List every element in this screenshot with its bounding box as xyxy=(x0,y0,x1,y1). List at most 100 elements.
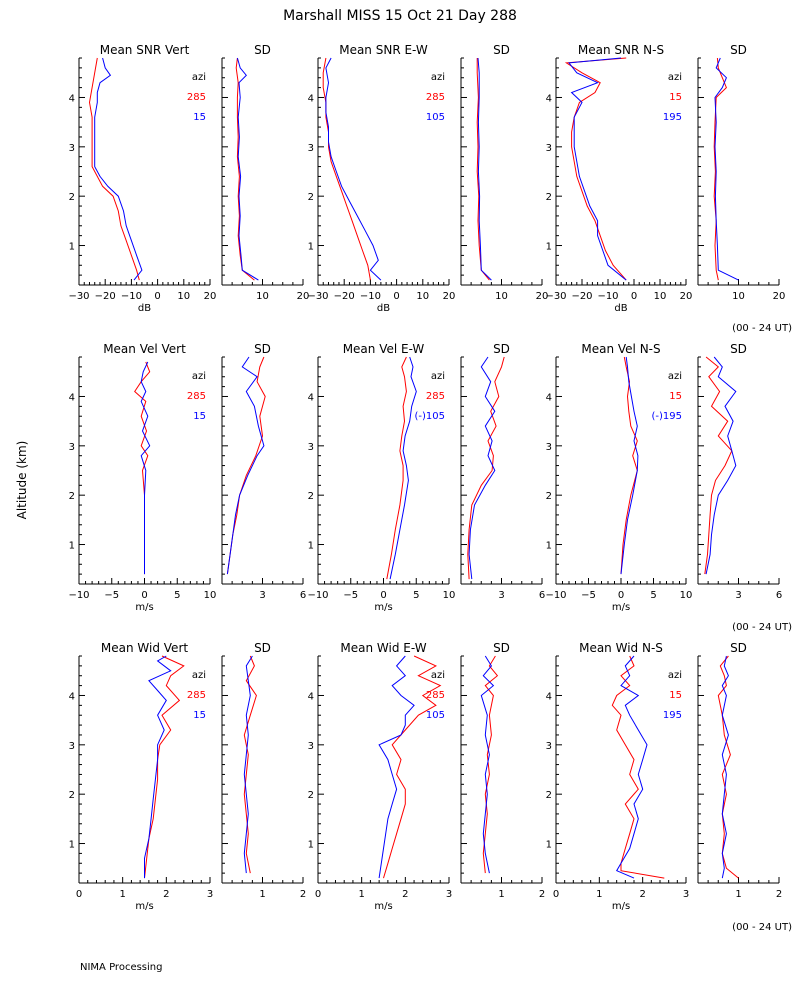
series-line xyxy=(482,655,499,874)
legend-head: azi xyxy=(431,371,445,382)
x-tick-label: −30 xyxy=(307,291,328,302)
panel: Mean SNR N-S 1 2 3 4 −30 −20 −10 0 10 20 dB azi 15 195 xyxy=(545,43,692,314)
series-line xyxy=(386,356,407,580)
x-tick-label: 0 xyxy=(76,889,82,900)
y-tick-label: 1 xyxy=(308,840,314,851)
y-tick-label: 4 xyxy=(546,392,552,403)
panel: Mean SNR E-W 1 2 3 4 −30 −20 −10 0 10 20 dB azi 285 10… xyxy=(307,43,455,314)
legend-head: azi xyxy=(668,371,682,382)
x-tick-label: 1 xyxy=(596,889,602,900)
legend-label: 15 xyxy=(669,690,682,701)
panel: SD 10 20 xyxy=(460,43,549,302)
series-line xyxy=(243,655,257,874)
panel: SD 3 6 xyxy=(221,342,306,601)
legend-label: 285 xyxy=(426,690,445,701)
legend-label: (-)105 xyxy=(415,411,446,422)
series-line xyxy=(389,356,417,580)
x-tick-label: 20 xyxy=(297,291,310,302)
x-tick-label: 10 xyxy=(443,590,456,601)
y-tick-label: 4 xyxy=(308,392,314,403)
x-tick-label: −20 xyxy=(334,291,355,302)
y-tick-label: 1 xyxy=(546,840,552,851)
panel: Mean Wid Vert 1 2 3 4 0 1 2 3 m/s azi 285 15 xyxy=(69,641,214,912)
series-line xyxy=(611,655,665,879)
legend-head: azi xyxy=(668,670,682,681)
x-tick-label: −10 xyxy=(68,590,89,601)
y-tick-label: 4 xyxy=(308,691,314,702)
panel-title: Mean Wid N-S xyxy=(579,641,663,655)
legend-head: azi xyxy=(192,72,206,83)
panel: Mean SNR Vert 1 2 3 4 −30 −20 −10 0 10 20 dB azi 285 1… xyxy=(68,43,216,314)
x-axis-label: dB xyxy=(138,303,151,314)
x-tick-label: −10 xyxy=(121,291,142,302)
y-axis-label: Altitude (km) xyxy=(15,441,29,520)
legend-label: 195 xyxy=(663,112,682,123)
y-tick-label: 3 xyxy=(69,143,75,154)
series-line xyxy=(94,57,143,281)
x-tick-label: 20 xyxy=(204,291,217,302)
legend-label: 285 xyxy=(426,391,445,402)
x-tick-label: 20 xyxy=(536,291,549,302)
ut-label: (00 - 24 UT) xyxy=(732,323,792,334)
x-tick-label: 6 xyxy=(539,590,545,601)
figure-title: Marshall MISS 15 Oct 21 Day 288 xyxy=(283,8,517,24)
y-tick-label: 2 xyxy=(308,790,314,801)
panel: SD 3 6 xyxy=(697,342,782,601)
x-tick-label: 1 xyxy=(259,889,265,900)
x-tick-label: 2 xyxy=(539,889,545,900)
series-line xyxy=(144,655,185,879)
panel-title: SD xyxy=(730,43,747,57)
y-tick-label: 4 xyxy=(69,691,75,702)
x-tick-label: 3 xyxy=(683,889,689,900)
x-tick-label: 3 xyxy=(207,889,213,900)
series-line xyxy=(714,57,739,281)
panel-title: Mean Vel Vert xyxy=(103,342,186,356)
legend-label: 15 xyxy=(669,391,682,402)
y-tick-label: 1 xyxy=(69,541,75,552)
panel: SD 10 20 xyxy=(697,43,786,302)
panel-title: Mean Wid Vert xyxy=(101,641,188,655)
y-tick-label: 2 xyxy=(69,192,75,203)
panel-title: SD xyxy=(254,342,271,356)
x-tick-label: 3 xyxy=(498,590,504,601)
x-tick-label: 1 xyxy=(735,889,741,900)
series-line xyxy=(717,655,739,879)
series-line xyxy=(620,356,639,575)
legend-head: azi xyxy=(192,670,206,681)
ut-label: (00 - 24 UT) xyxy=(732,622,792,633)
x-tick-label: 2 xyxy=(776,889,782,900)
x-tick-label: 3 xyxy=(735,590,741,601)
y-tick-label: 1 xyxy=(69,840,75,851)
y-tick-label: 1 xyxy=(546,242,552,253)
panel: Mean Vel N-S 1 2 3 4 −10 −5 0 5 10 m/s azi 15 (-)195 xyxy=(545,342,692,613)
x-tick-label: 0 xyxy=(380,590,386,601)
x-tick-label: 1 xyxy=(119,889,125,900)
y-tick-label: 2 xyxy=(69,790,75,801)
x-tick-label: 1 xyxy=(498,889,504,900)
y-tick-label: 1 xyxy=(546,541,552,552)
x-tick-label: 0 xyxy=(315,889,321,900)
x-tick-label: 20 xyxy=(773,291,786,302)
series-line xyxy=(322,57,371,281)
y-tick-label: 2 xyxy=(546,790,552,801)
series-line xyxy=(88,57,140,281)
series-line xyxy=(468,356,496,580)
y-tick-label: 2 xyxy=(69,491,75,502)
panel-title: SD xyxy=(254,641,271,655)
series-line xyxy=(236,57,259,281)
y-tick-label: 2 xyxy=(546,491,552,502)
y-tick-label: 3 xyxy=(69,442,75,453)
series-line xyxy=(477,57,492,281)
footer-text: NIMA Processing xyxy=(80,962,162,973)
x-axis-label: dB xyxy=(614,303,627,314)
y-tick-label: 3 xyxy=(546,143,552,154)
panel-title: SD xyxy=(493,342,510,356)
series-line xyxy=(713,57,727,281)
x-tick-label: −10 xyxy=(597,291,618,302)
legend-label: (-)195 xyxy=(652,411,683,422)
series-line xyxy=(243,655,253,874)
x-axis-label: m/s xyxy=(374,602,392,613)
series-line xyxy=(480,655,495,874)
x-axis-label: m/s xyxy=(612,901,630,912)
x-tick-label: −5 xyxy=(581,590,596,601)
